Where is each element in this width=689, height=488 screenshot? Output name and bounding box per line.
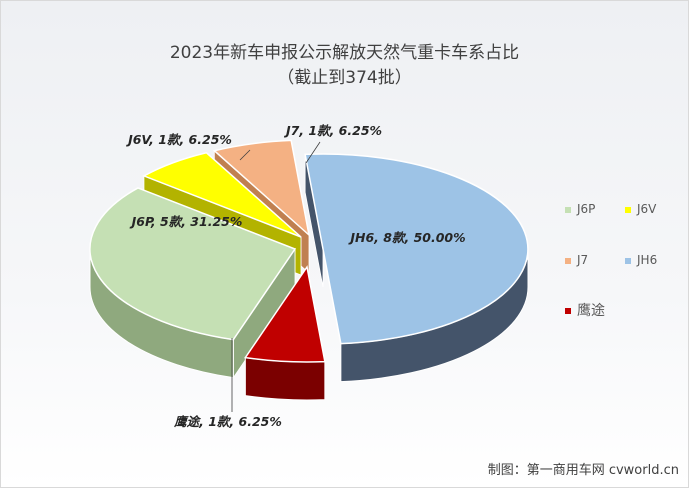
legend-swatch-鹰途 — [565, 308, 571, 314]
data-label-J6P: J6P, 5款, 31.25% — [129, 214, 243, 229]
pie-slice-JH6 — [304, 153, 529, 345]
data-label-JH6: JH6, 8款, 50.00% — [347, 230, 465, 245]
pie-slice-J7 — [212, 139, 311, 238]
chart-title: 2023年新车申报公示解放天然气重卡车系占比 — [169, 43, 520, 63]
data-label-鹰途: 鹰途, 1款, 6.25% — [173, 414, 282, 429]
legend-swatch-JH6 — [625, 257, 631, 264]
data-label-J7: J7, 1款, 6.25% — [283, 123, 382, 138]
legend-swatch-J6V — [625, 206, 631, 213]
legend-label-J7: J7 — [577, 253, 589, 267]
pie-slice-鹰途 — [244, 265, 326, 363]
pie-side-鹰途 — [244, 357, 326, 401]
legend-label-J6P: J6P — [577, 202, 596, 216]
chart-subtitle: （截止到374批） — [277, 68, 412, 88]
leader-line-J7 — [305, 141, 321, 164]
data-label-J6V: J6V, 1款, 6.25% — [125, 132, 232, 147]
legend-swatch-J6P — [565, 206, 571, 213]
legend-item-J6P: J6P — [565, 202, 595, 216]
legend-item-JH6: JH6 — [625, 253, 657, 267]
legend-item-J7: J7 — [565, 253, 588, 267]
pie-slice-J6V — [142, 151, 302, 238]
leader-line-J6V — [239, 149, 251, 161]
credit-text: 制图：第一商用车网 cvworld.cn — [487, 463, 679, 478]
legend-label-鹰途: 鹰途 — [577, 303, 605, 319]
legend-label-J6V: J6V — [637, 202, 657, 216]
legend-item-J6V: J6V — [625, 202, 656, 216]
legend-item-鹰途: 鹰途 — [565, 300, 605, 320]
pie-slice-J6P — [89, 187, 297, 341]
legend-swatch-J7 — [565, 257, 571, 264]
legend-label-JH6: JH6 — [637, 253, 658, 267]
